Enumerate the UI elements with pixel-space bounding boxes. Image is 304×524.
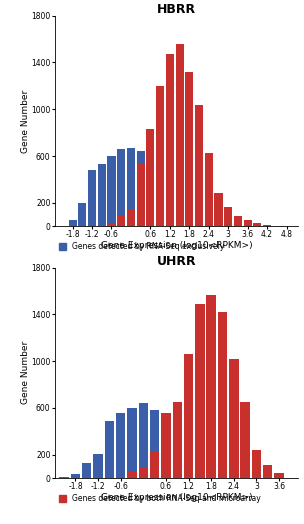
Bar [59,225,67,226]
Legend: Genes detected by RNA-Seq exclusively: Genes detected by RNA-Seq exclusively [59,243,225,252]
Bar [185,208,193,226]
Title: UHRR: UHRR [157,255,196,268]
Bar [150,451,159,478]
Bar [146,156,154,226]
Bar [175,44,184,226]
Bar [127,148,135,226]
Bar [166,191,174,226]
Bar [195,105,203,226]
Bar [156,86,164,226]
Bar [105,421,114,478]
Y-axis label: Gene Number: Gene Number [21,89,30,152]
Bar [273,225,281,226]
Bar [82,463,92,478]
Bar [206,294,216,478]
Bar [98,225,106,226]
Bar [195,216,203,226]
Bar [117,216,125,226]
Bar [116,412,126,478]
Y-axis label: Gene Number: Gene Number [21,341,30,405]
Bar [93,453,103,478]
Bar [184,354,193,478]
Bar [78,203,86,226]
Bar [116,477,126,478]
Bar [166,54,174,226]
Bar [127,408,137,478]
Bar [139,403,148,478]
Bar [161,419,171,478]
Bar [127,210,135,226]
X-axis label: Gene Expression (log10<RPKM>): Gene Expression (log10<RPKM>) [101,241,252,250]
Bar [214,193,223,226]
Bar [173,429,182,478]
Bar [229,477,239,478]
Bar [234,216,242,226]
Bar [253,223,261,226]
Bar [88,170,96,226]
Bar [240,402,250,478]
Bar [68,220,77,226]
Bar [150,410,159,478]
Bar [107,223,116,226]
Legend: Genes detected by both RNA-Seq and microarray: Genes detected by both RNA-Seq and micro… [59,494,261,503]
Bar [173,402,182,478]
Bar [263,225,271,226]
Bar [107,156,116,226]
Bar [218,475,227,478]
Bar [195,462,205,478]
Bar [252,450,261,478]
Bar [229,359,239,478]
Bar [185,72,193,226]
Bar [224,208,232,226]
Bar [244,220,252,226]
Bar [156,164,164,226]
Bar [195,304,205,478]
Bar [60,477,69,478]
Bar [274,473,284,478]
Bar [139,467,148,478]
Bar [161,412,171,478]
Bar [146,129,154,226]
Bar [127,472,137,478]
Bar [218,312,227,478]
Bar [71,474,80,478]
Bar [136,164,145,226]
Bar [136,151,145,226]
Bar [205,152,213,226]
Bar [214,225,223,226]
X-axis label: Gene Expression (log10<RPKM>): Gene Expression (log10<RPKM>) [101,493,252,501]
Bar [205,222,213,226]
Bar [117,149,125,226]
Bar [263,465,272,478]
Bar [175,203,184,226]
Title: HBRR: HBRR [157,3,196,16]
Bar [184,452,193,478]
Bar [206,470,216,478]
Bar [98,164,106,226]
